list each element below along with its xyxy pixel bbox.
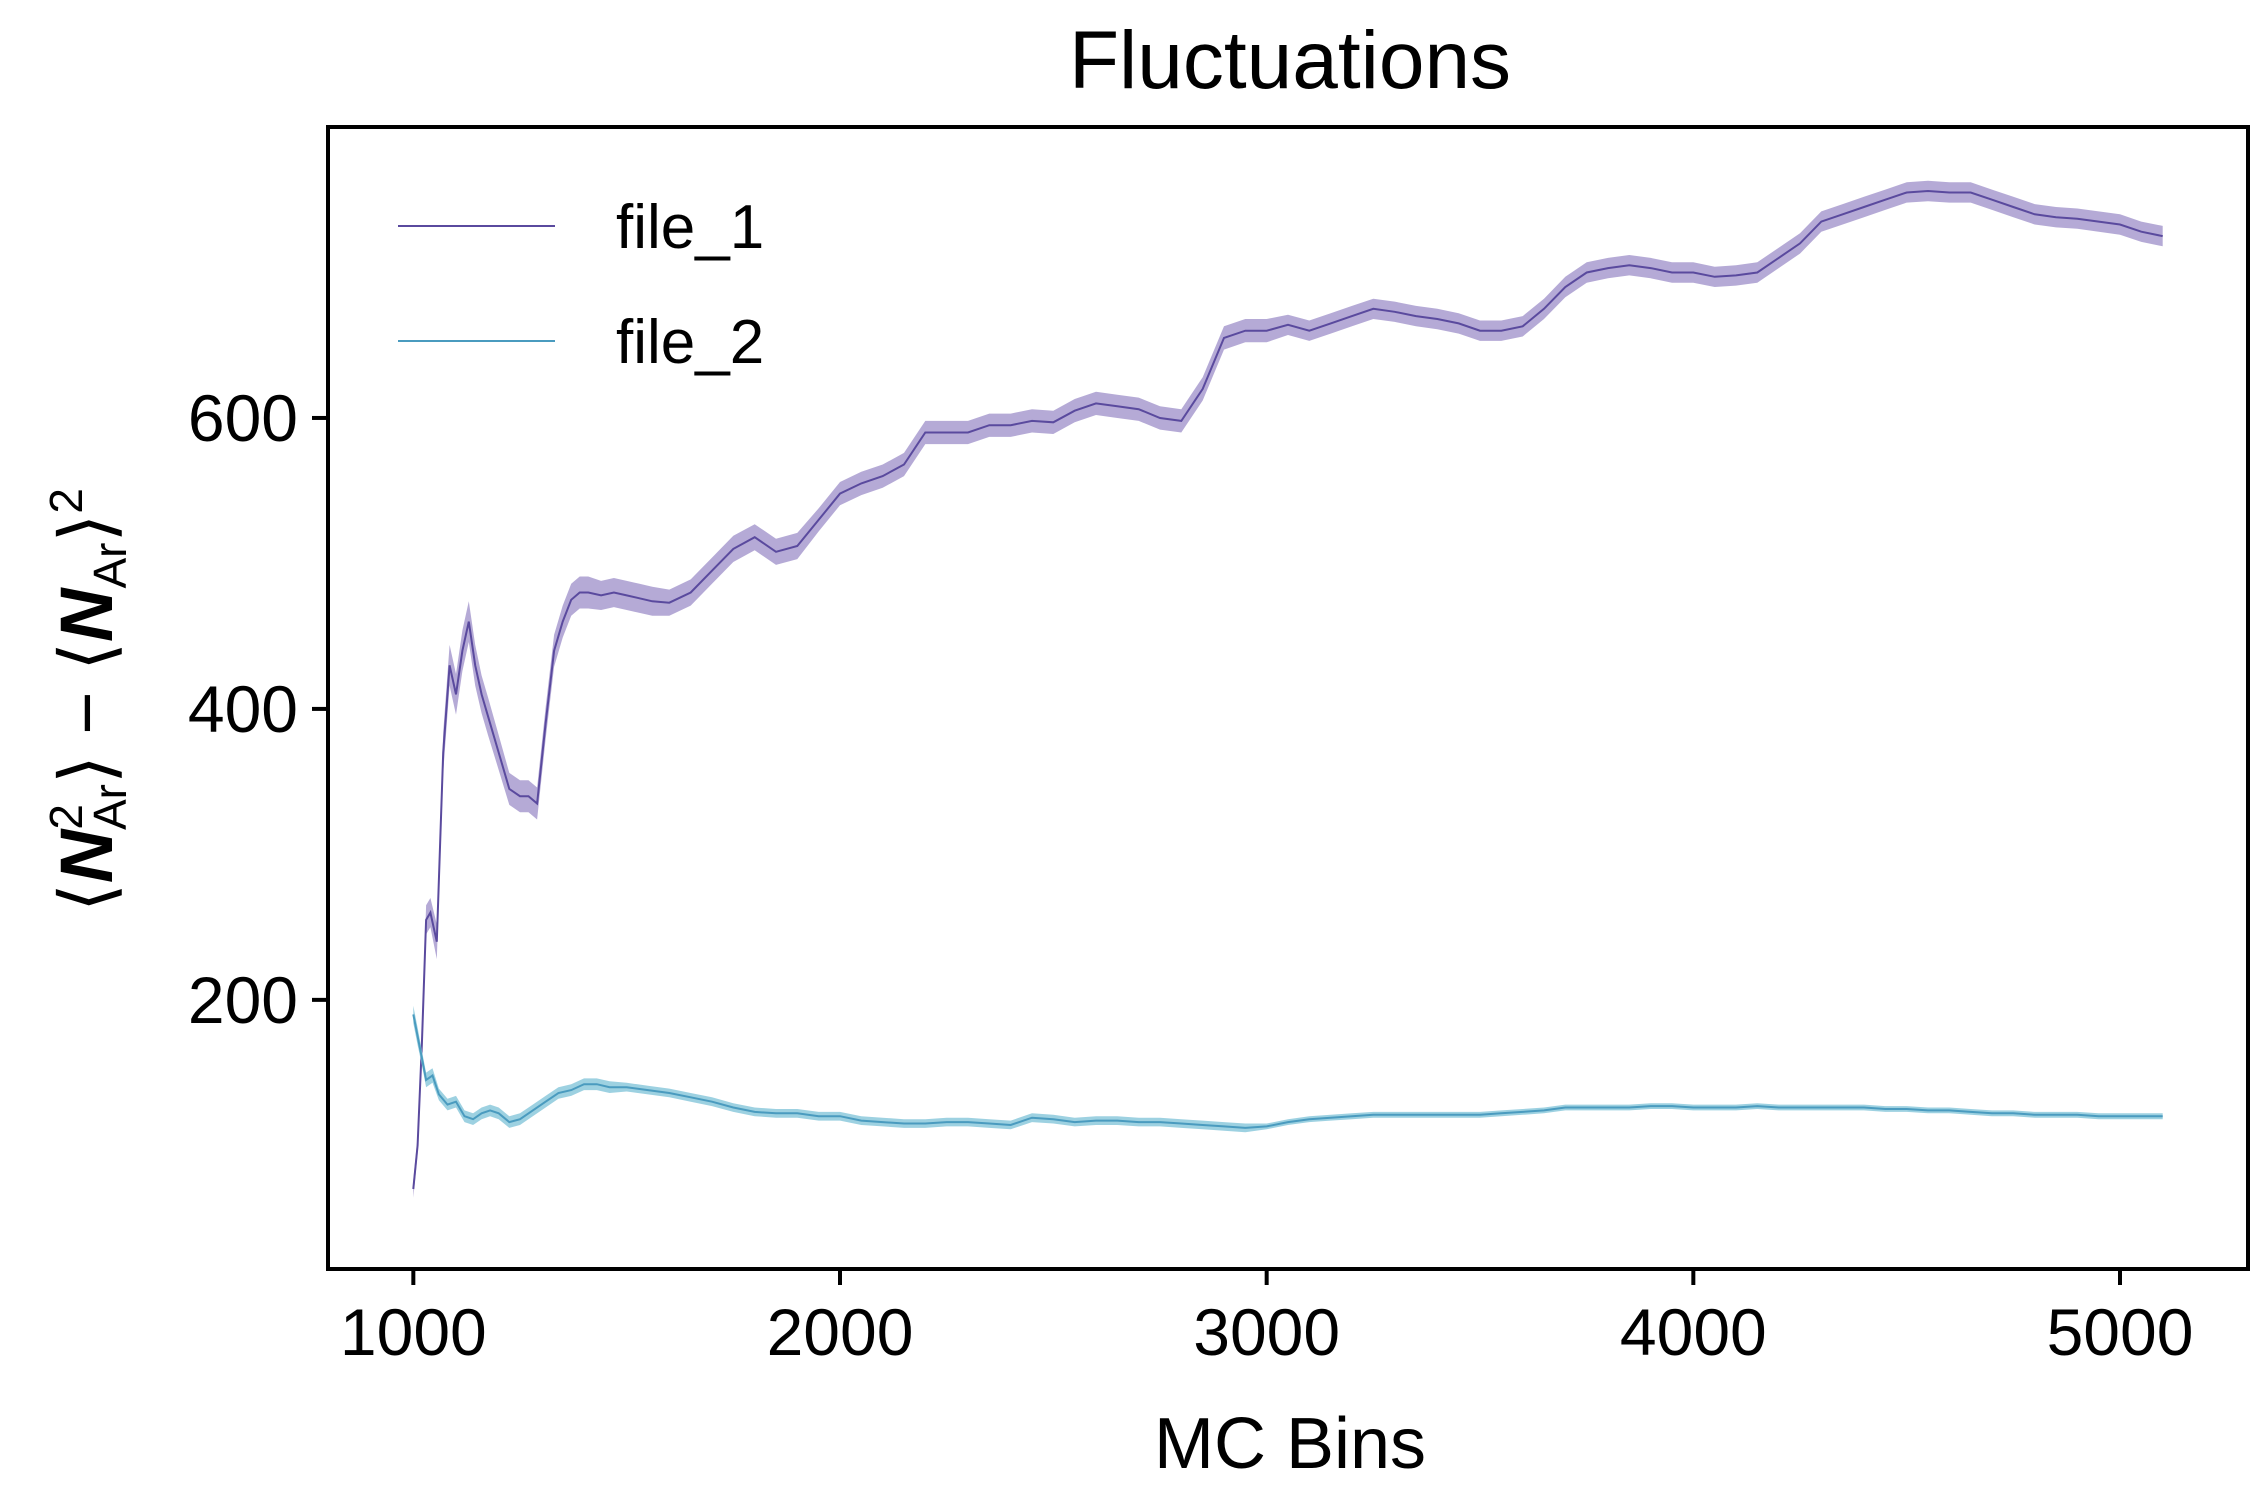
y-axis: 200 400 600 [188, 381, 328, 1037]
x-axis-title: MC Bins [1154, 1404, 1426, 1484]
plot-frame [326, 125, 2250, 1271]
series-line-file_2 [412, 1014, 2163, 1129]
legend: file_1 file_2 [398, 193, 764, 377]
plot-area [326, 125, 2250, 1271]
legend-label-file_1: file_1 [616, 193, 764, 262]
legend-label-file_2: file_2 [616, 308, 764, 377]
y-axis-title: ⟨N2Ar⟩ − ⟨NAr⟩2 [40, 488, 136, 912]
x-tick-label: 4000 [1620, 1295, 1767, 1369]
series-layer [412, 180, 2163, 1198]
x-tick-label: 2000 [767, 1295, 914, 1369]
series-line-file_1 [412, 189, 2163, 1190]
y-tick-label: 400 [188, 672, 298, 746]
y-tick-label: 600 [188, 381, 298, 455]
x-tick-label: 5000 [2047, 1295, 2194, 1369]
chart-title: Fluctuations [1069, 15, 1511, 106]
x-axis: 1000 2000 3000 4000 5000 [340, 1269, 2193, 1369]
y-tick-label: 200 [188, 963, 298, 1037]
x-tick-label: 1000 [340, 1295, 487, 1369]
svg-text:⟨N2Ar⟩ − ⟨NAr⟩2: ⟨N2Ar⟩ − ⟨NAr⟩2 [40, 488, 136, 912]
x-tick-label: 3000 [1193, 1295, 1340, 1369]
